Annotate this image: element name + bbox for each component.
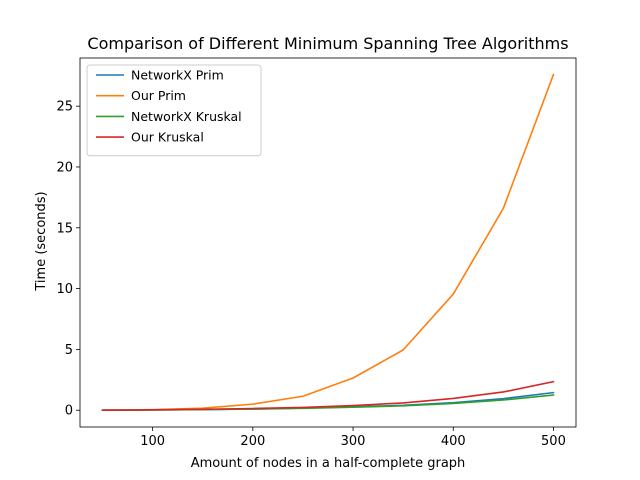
y-tick-label-1: 5 xyxy=(65,343,73,358)
y-axis: 0 5 10 15 20 25 xyxy=(56,100,80,419)
legend-box xyxy=(86,64,262,157)
legend: NetworkX Prim Our Prim NetworkX Kruskal Our… xyxy=(86,64,262,157)
chart-title: Comparison of Different Minimum Spanning… xyxy=(87,34,568,53)
legend-label-2: NetworkX Kruskal xyxy=(131,109,242,124)
y-tick-label-4: 20 xyxy=(56,160,73,175)
y-tick-label-2: 10 xyxy=(56,282,73,297)
legend-label-3: Our Kruskal xyxy=(131,130,204,145)
series-layer xyxy=(101,73,555,412)
x-tick-label-0: 100 xyxy=(140,434,165,449)
x-axis: 100 200 300 400 500 xyxy=(140,427,566,449)
y-tick-label-5: 25 xyxy=(56,100,73,115)
y-tick-label-0: 0 xyxy=(65,404,73,419)
x-tick-label-3: 400 xyxy=(441,434,466,449)
x-tick-label-4: 500 xyxy=(541,434,566,449)
legend-label-1: Our Prim xyxy=(131,88,186,103)
x-tick-label-2: 300 xyxy=(341,434,366,449)
plot-area-frame xyxy=(79,57,577,428)
legend-label-0: NetworkX Prim xyxy=(131,68,224,83)
y-axis-label: Time (seconds) xyxy=(34,191,49,291)
series-line-3 xyxy=(101,380,555,412)
x-tick-label-1: 200 xyxy=(240,434,265,449)
y-tick-label-3: 15 xyxy=(56,221,73,236)
x-axis-label: Amount of nodes in a half-complete graph xyxy=(191,456,466,471)
